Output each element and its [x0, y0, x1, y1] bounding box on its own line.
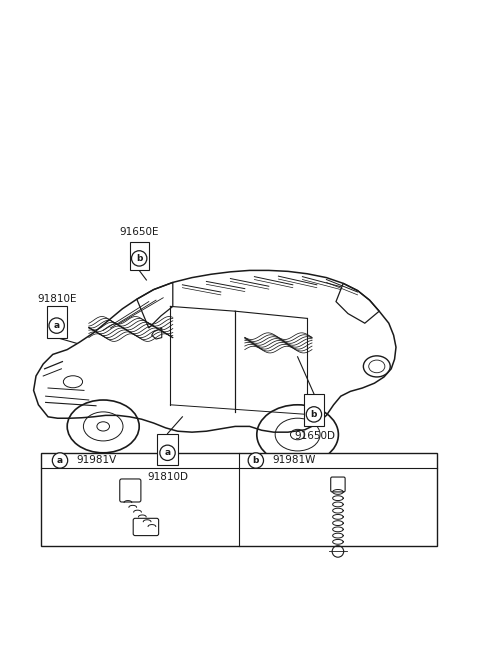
Bar	[157, 434, 178, 465]
Circle shape	[49, 318, 64, 333]
Circle shape	[160, 445, 175, 461]
Bar	[47, 306, 67, 338]
Bar	[130, 241, 149, 270]
Text: b: b	[311, 410, 317, 419]
Circle shape	[248, 453, 264, 468]
Text: 91650D: 91650D	[294, 431, 335, 441]
Bar	[304, 394, 324, 426]
Bar	[41, 453, 437, 546]
Circle shape	[132, 251, 147, 266]
Text: b: b	[252, 456, 259, 465]
Text: 91981V: 91981V	[77, 455, 117, 466]
Text: 91810E: 91810E	[37, 294, 76, 304]
Text: a: a	[54, 321, 60, 330]
Circle shape	[52, 453, 68, 468]
Text: 91981W: 91981W	[273, 455, 316, 466]
Circle shape	[306, 407, 322, 422]
Text: 91810D: 91810D	[147, 472, 189, 482]
Text: a: a	[165, 448, 170, 457]
Text: b: b	[136, 254, 143, 263]
Text: 91650E: 91650E	[120, 227, 159, 237]
Text: a: a	[57, 456, 63, 465]
